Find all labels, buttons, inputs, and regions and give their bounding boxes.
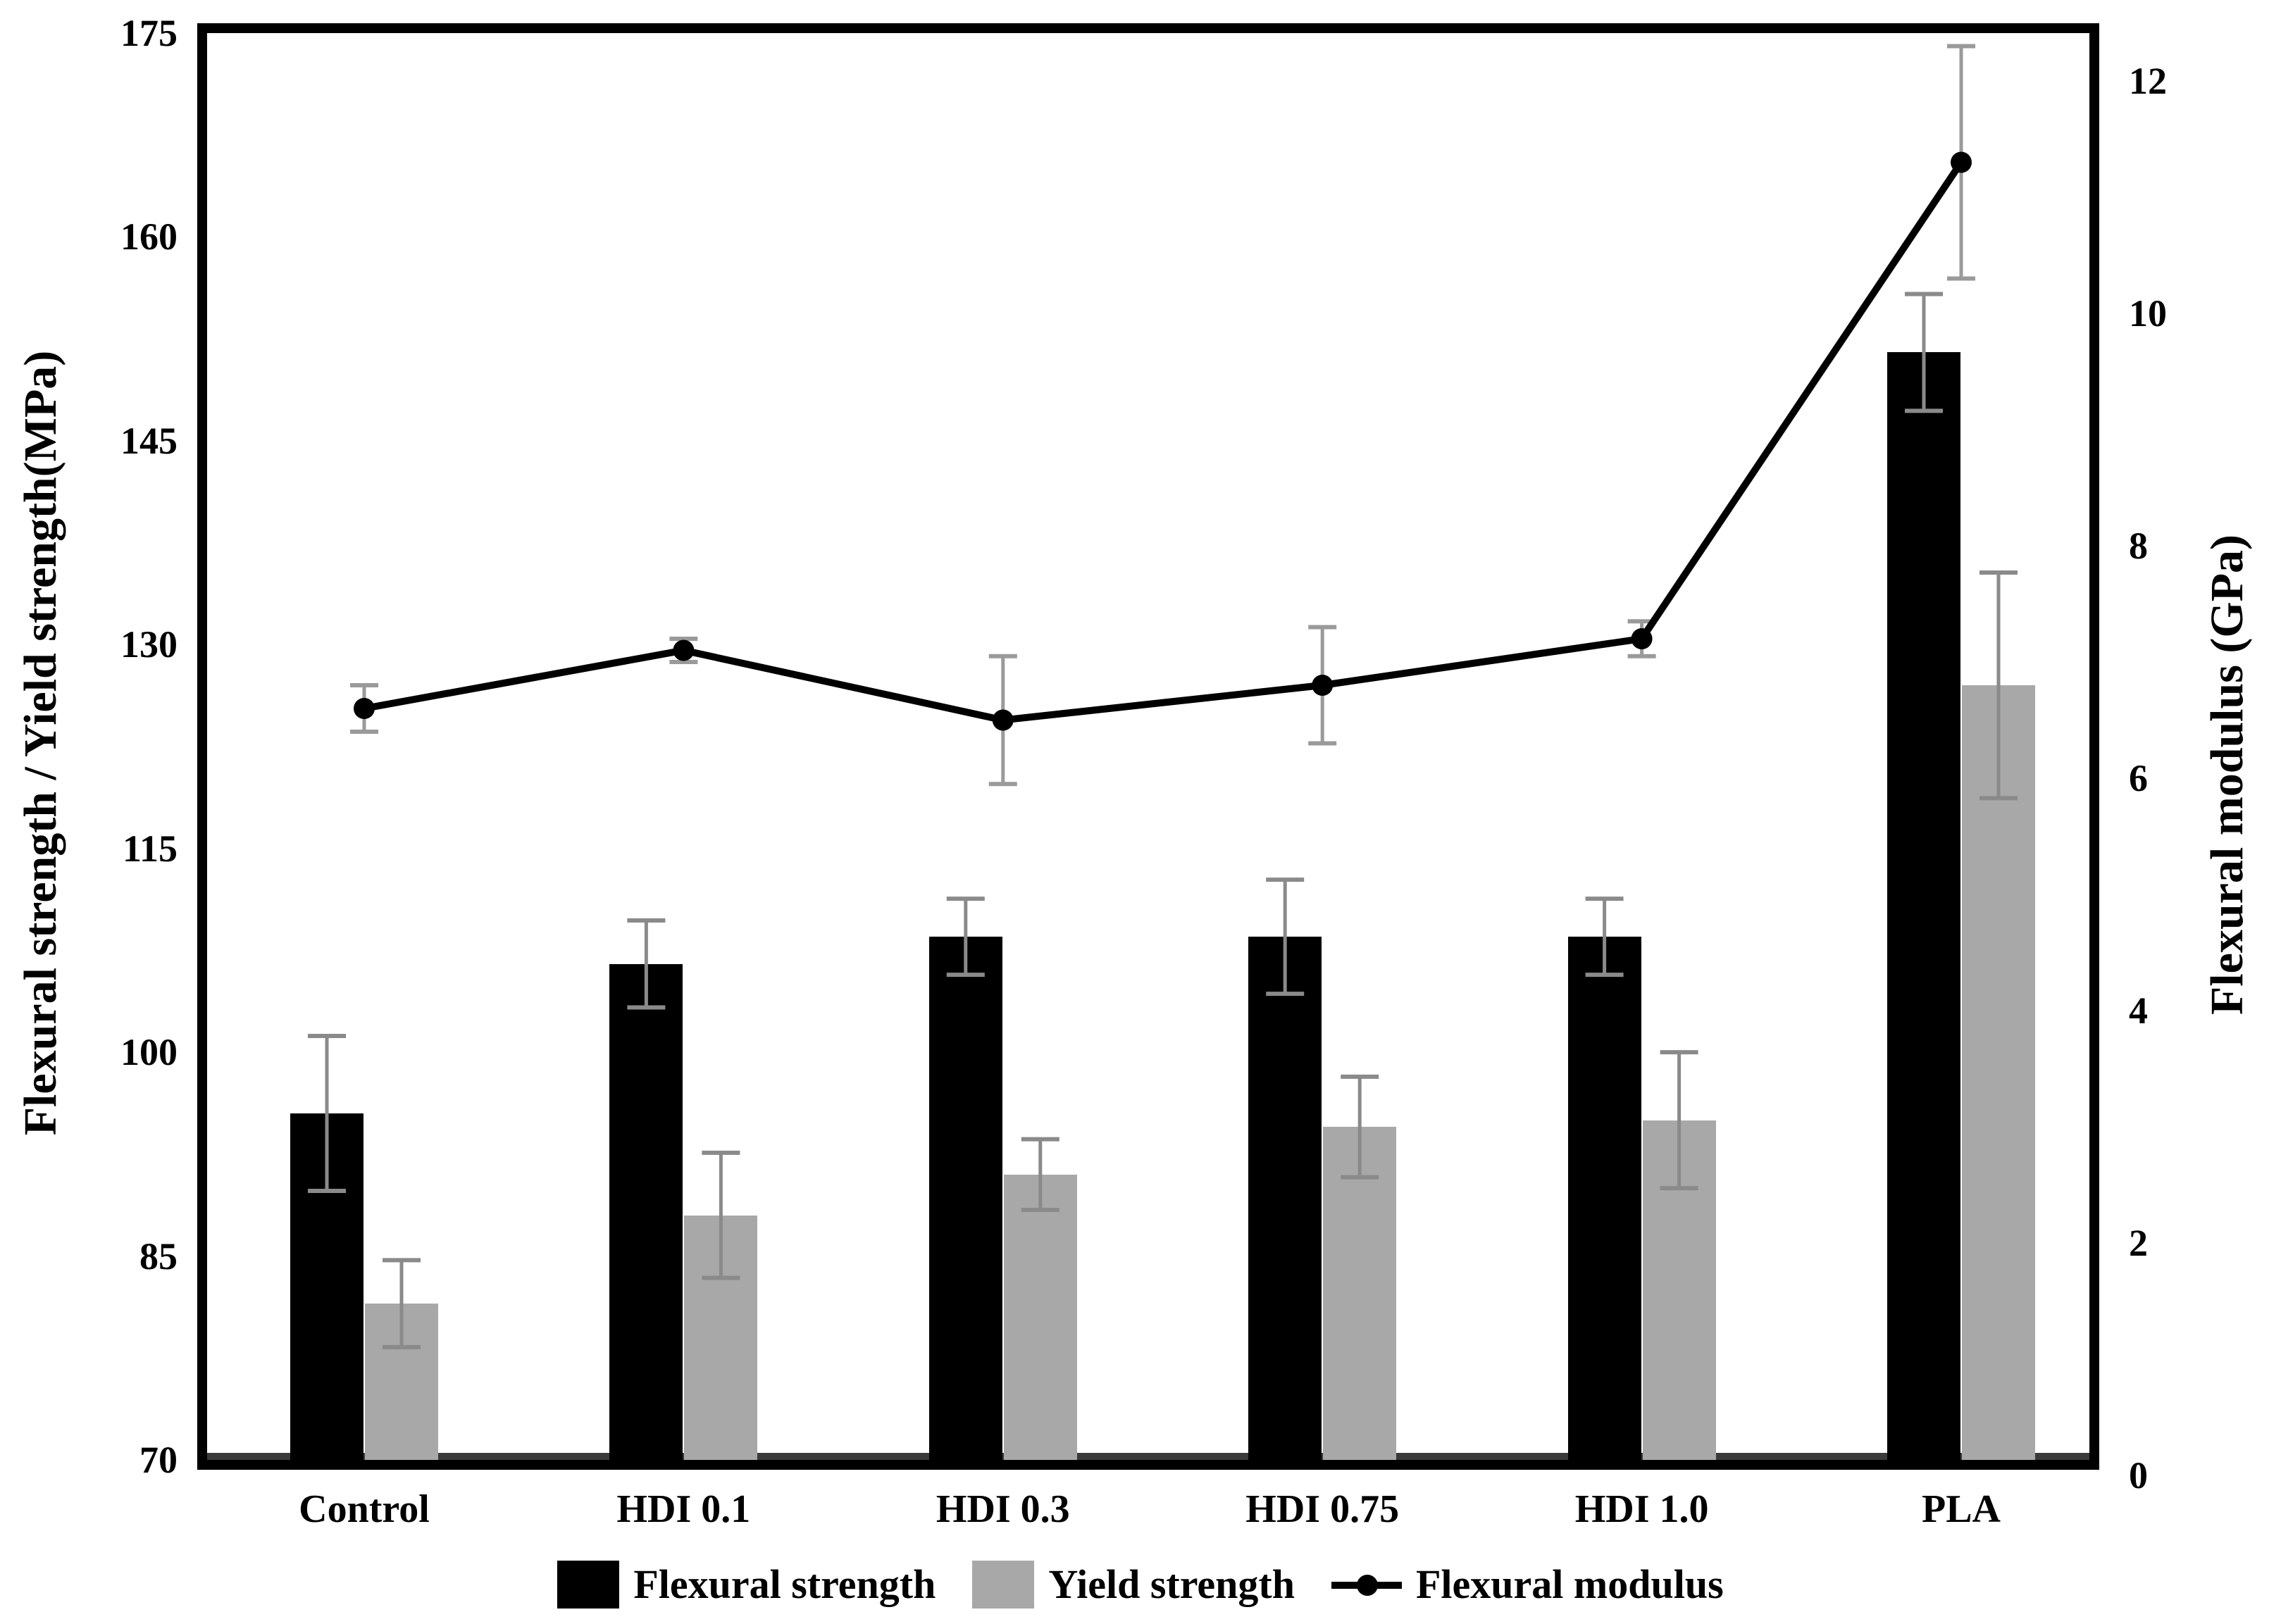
flexural-strength-bar-HDI 0.3 bbox=[928, 937, 1002, 1460]
left-axis-tick-70: 70 bbox=[139, 1439, 178, 1481]
right-axis-tick-12: 12 bbox=[2129, 60, 2167, 102]
x-axis-line bbox=[207, 1453, 2089, 1460]
flexural-strength-bar-PLA bbox=[1887, 352, 1960, 1460]
right-axis-tick-4: 4 bbox=[2129, 989, 2148, 1032]
line-dot-swatch-icon bbox=[1331, 1561, 1402, 1609]
yield-strength-bar-HDI 0.3 bbox=[1003, 1174, 1077, 1460]
x-axis-label-HDI 0.1: HDI 0.1 bbox=[616, 1487, 751, 1531]
modulus-point-HDI 0.3 bbox=[992, 709, 1014, 731]
left-axis-tick-175: 175 bbox=[120, 12, 178, 54]
legend-item-flexural-modulus: Flexural modulus bbox=[1331, 1560, 1724, 1609]
flexural-strength-bar-HDI 0.1 bbox=[609, 963, 683, 1460]
left-axis-tick-160: 160 bbox=[120, 216, 178, 258]
right-axis-tick-8: 8 bbox=[2129, 525, 2148, 567]
x-axis-label-HDI 0.75: HDI 0.75 bbox=[1245, 1487, 1400, 1531]
plot-area bbox=[207, 33, 2089, 1460]
x-axis-label-Control: Control bbox=[299, 1487, 430, 1531]
chart-legend: Flexural strength Yield strength Flexura… bbox=[0, 1560, 2281, 1609]
yield-strength-bar-HDI 0.75 bbox=[1323, 1127, 1397, 1460]
right-axis-tick-0: 0 bbox=[2129, 1454, 2148, 1497]
black-bar-swatch-icon bbox=[557, 1561, 620, 1609]
x-axis-label-HDI 0.3: HDI 0.3 bbox=[936, 1487, 1070, 1531]
left-y-axis-title: Flexural strength / Yield strength(MPa) bbox=[15, 350, 66, 1136]
modulus-point-Control bbox=[354, 698, 375, 719]
plot-frame bbox=[197, 23, 2099, 1470]
legend-label: Flexural strength bbox=[633, 1561, 936, 1607]
flexural-strength-bar-HDI 0.75 bbox=[1248, 937, 1322, 1460]
modulus-point-PLA bbox=[1951, 151, 1972, 173]
legend-item-yield-strength: Yield strength bbox=[972, 1560, 1295, 1609]
right-axis-tick-10: 10 bbox=[2129, 292, 2167, 335]
error-bars-and-modulus-line bbox=[308, 44, 2018, 1349]
right-axis-tick-2: 2 bbox=[2129, 1222, 2148, 1264]
yield-strength-bar-PLA bbox=[1962, 685, 2035, 1460]
legend-label: Flexural modulus bbox=[1416, 1561, 1724, 1607]
right-y-axis-title: Flexural modulus (GPa) bbox=[2201, 535, 2253, 1016]
left-axis-tick-145: 145 bbox=[120, 419, 178, 462]
flexural-modulus-line bbox=[363, 160, 1965, 724]
left-axis-tick-115: 115 bbox=[122, 827, 178, 870]
gray-bar-swatch-icon bbox=[972, 1561, 1035, 1609]
modulus-point-HDI 0.75 bbox=[1312, 675, 1334, 696]
left-axis-tick-85: 85 bbox=[139, 1235, 178, 1278]
modulus-point-HDI 0.1 bbox=[673, 639, 695, 661]
right-axis-tick-6: 6 bbox=[2129, 757, 2148, 799]
x-axis-label-HDI 1.0: HDI 1.0 bbox=[1574, 1487, 1709, 1531]
x-axis-label-PLA: PLA bbox=[1922, 1487, 2001, 1531]
left-axis-tick-100: 100 bbox=[120, 1031, 178, 1074]
legend-item-flexural-strength: Flexural strength bbox=[557, 1560, 936, 1609]
left-axis-tick-130: 130 bbox=[120, 623, 178, 666]
legend-label: Yield strength bbox=[1048, 1561, 1295, 1607]
flexural-strength-bar-HDI 1.0 bbox=[1567, 937, 1641, 1460]
modulus-point-HDI 1.0 bbox=[1631, 628, 1653, 649]
